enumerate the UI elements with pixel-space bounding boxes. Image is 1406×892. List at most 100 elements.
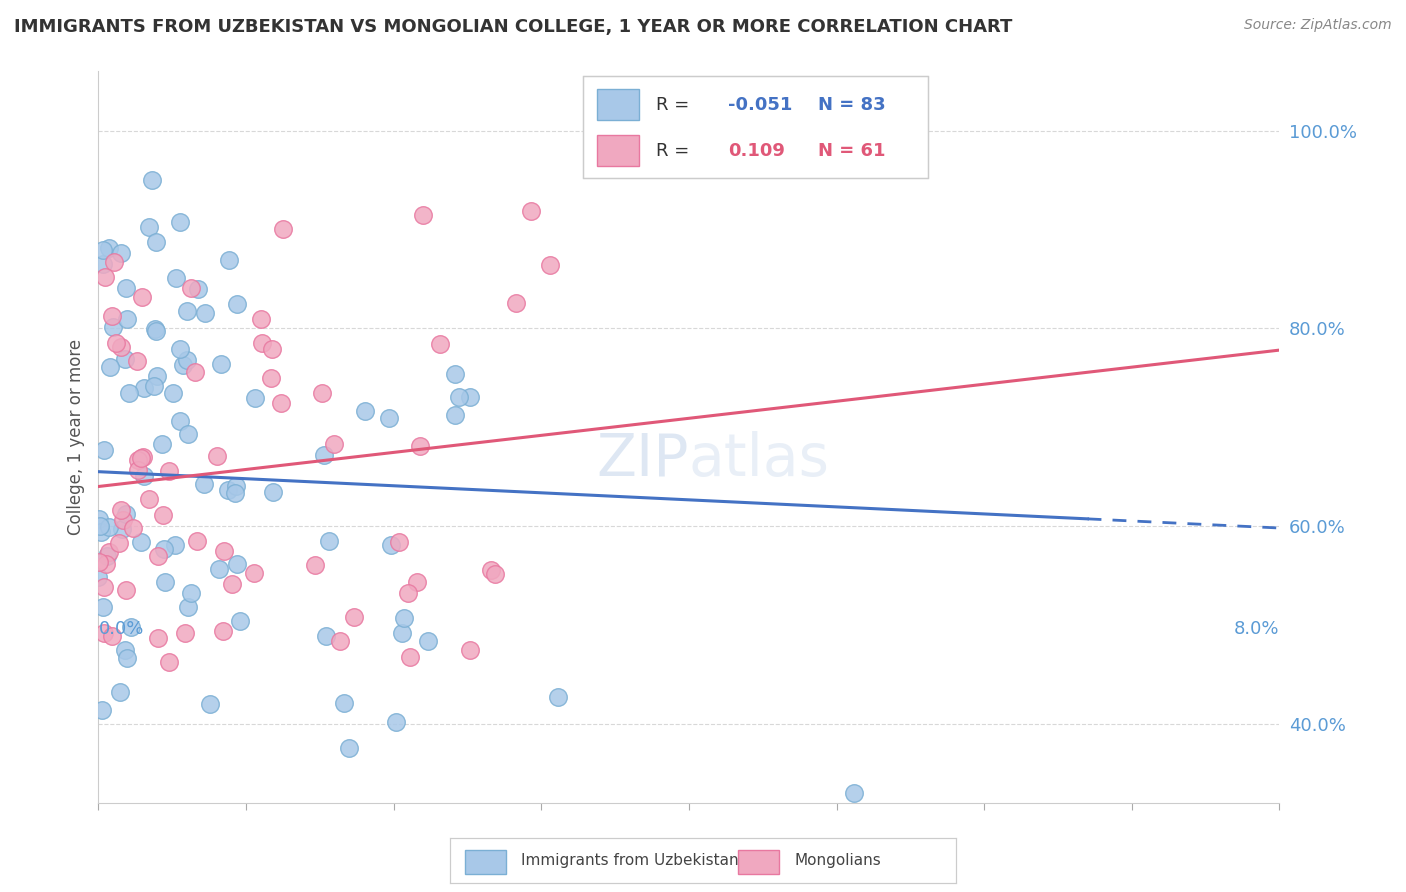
Point [479,563,502,577]
Point [208,562,231,576]
Text: -0.051: -0.051 [728,95,793,113]
Point [225,479,247,493]
Point [134,468,156,483]
Point [405,574,427,589]
Point [103,319,125,334]
Text: IMMIGRANTS FROM UZBEKISTAN VS MONGOLIAN COLLEGE, 1 YEAR OR MORE CORRELATION CHAR: IMMIGRANTS FROM UZBEKISTAN VS MONGOLIAN … [14,18,1012,36]
Point [145,322,167,336]
Point [343,609,366,624]
Point [412,208,434,222]
Text: R =: R = [655,95,689,113]
Point [209,358,232,372]
Point [165,271,187,285]
Point [444,408,467,422]
Point [174,626,197,640]
Point [155,574,177,589]
Point [538,258,561,272]
Text: Mongolians: Mongolians [794,854,880,868]
Text: Source: ZipAtlas.com: Source: ZipAtlas.com [1244,18,1392,32]
Point [146,549,169,563]
Point [250,312,273,326]
Point [429,336,451,351]
Point [260,371,283,385]
Point [132,381,155,395]
Point [396,586,419,600]
Point [169,414,191,428]
Point [198,697,221,711]
Point [176,352,198,367]
Point [169,215,191,229]
Point [115,312,138,326]
Point [392,611,415,625]
Point [842,786,865,800]
Point [217,483,239,497]
Point [157,464,180,478]
Point [111,522,134,536]
Point [143,379,166,393]
Point [229,615,252,629]
Point [145,324,167,338]
Point [484,567,506,582]
Point [193,476,215,491]
Point [101,310,124,324]
Point [153,541,176,556]
Text: 0.109: 0.109 [728,142,785,160]
Point [226,557,249,571]
Point [152,508,174,522]
Point [131,450,153,465]
Point [145,368,167,383]
Point [121,521,143,535]
Point [225,296,247,310]
Point [322,436,344,450]
Point [177,599,200,614]
Point [91,243,114,257]
Point [141,173,163,187]
Point [250,336,273,351]
Point [115,507,138,521]
Point [329,633,352,648]
Point [388,535,411,549]
Point [398,649,420,664]
Point [104,336,127,351]
Point [312,448,335,462]
Point [87,512,110,526]
Point [447,390,470,404]
Point [318,534,340,549]
Text: 8.0%: 8.0% [1234,620,1279,638]
Point [90,703,112,717]
Point [458,390,481,404]
Point [444,368,467,382]
Point [221,577,243,591]
Point [547,690,569,704]
FancyBboxPatch shape [465,849,506,874]
Point [138,220,160,235]
Text: N = 61: N = 61 [818,142,886,160]
Text: R =: R = [655,142,689,160]
Point [91,257,114,271]
Text: atlas: atlas [689,431,830,488]
Point [127,453,149,467]
Point [187,282,209,296]
Point [180,281,202,295]
Point [93,442,115,457]
Text: ZIP: ZIP [596,431,689,488]
Point [115,582,138,597]
Point [380,538,402,552]
FancyBboxPatch shape [738,849,779,874]
Point [194,306,217,320]
Point [177,426,200,441]
Point [94,270,117,285]
Point [97,241,120,255]
Point [117,386,139,401]
Point [224,486,246,500]
Point [520,204,543,219]
Point [150,436,173,450]
Point [93,580,115,594]
Point [391,625,413,640]
Point [87,570,110,584]
Point [315,629,337,643]
Point [108,685,131,699]
Point [243,566,266,581]
Point [120,620,142,634]
Point [114,281,136,295]
